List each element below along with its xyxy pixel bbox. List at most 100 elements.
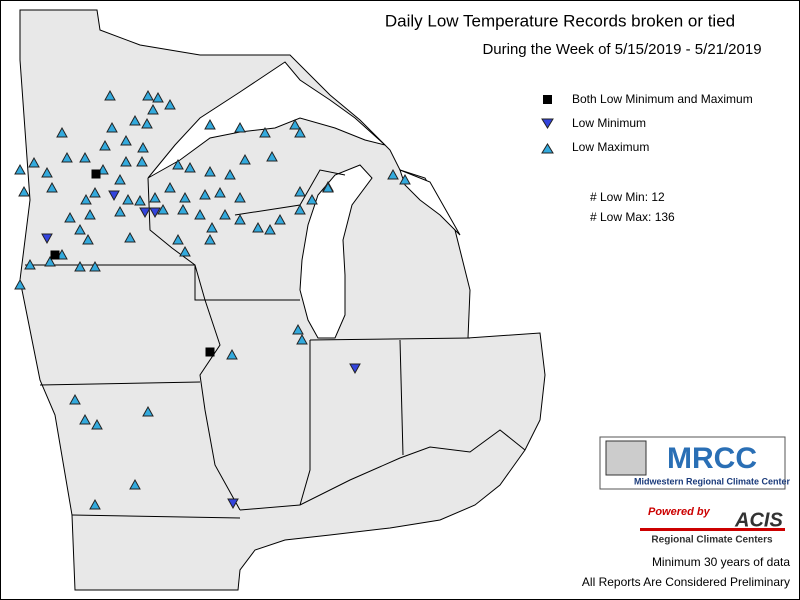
legend-label: Both Low Minimum and Maximum xyxy=(572,92,753,106)
station-marker xyxy=(142,405,154,417)
station-marker xyxy=(114,173,126,185)
station-marker xyxy=(157,203,169,215)
station-marker xyxy=(91,418,103,430)
markers xyxy=(14,89,411,510)
station-marker xyxy=(18,185,30,197)
station-marker xyxy=(292,323,304,335)
station-marker xyxy=(294,126,306,138)
station-marker xyxy=(104,89,116,101)
station-marker xyxy=(164,181,176,193)
station-marker xyxy=(204,233,216,245)
station-marker xyxy=(69,393,81,405)
station-marker xyxy=(399,173,411,185)
station-marker xyxy=(74,260,86,272)
station-marker xyxy=(149,191,161,203)
station-marker xyxy=(199,188,211,200)
station-marker xyxy=(294,185,306,197)
station-marker xyxy=(172,158,184,170)
station-marker xyxy=(64,211,76,223)
station-marker xyxy=(89,186,101,198)
station-marker xyxy=(122,193,134,205)
station-marker xyxy=(227,498,239,510)
legend-label: Low Maximum xyxy=(572,140,649,154)
station-marker xyxy=(152,91,164,103)
station-marker xyxy=(114,205,126,217)
station-marker xyxy=(134,194,146,206)
station-marker xyxy=(296,333,308,345)
station-marker xyxy=(179,245,191,257)
station-marker xyxy=(89,498,101,510)
station-marker xyxy=(139,207,151,219)
station-marker xyxy=(46,181,58,193)
acis-name: Regional Climate Centers xyxy=(651,535,773,546)
station-marker xyxy=(41,166,53,178)
station-marker xyxy=(80,193,92,205)
station-marker xyxy=(274,213,286,225)
station-marker xyxy=(252,221,264,233)
station-marker xyxy=(239,153,251,165)
station-marker xyxy=(129,478,141,490)
mrcc-map-icon xyxy=(605,440,647,476)
legend-label: Low Minimum xyxy=(572,116,646,130)
note: Minimum 30 years of data xyxy=(652,555,790,569)
legend-symbol xyxy=(541,118,554,129)
powered-by: Powered by xyxy=(648,506,711,518)
station-marker xyxy=(226,348,238,360)
mrcc-text: MRCC xyxy=(667,442,757,475)
station-marker xyxy=(172,233,184,245)
station-marker xyxy=(234,213,246,225)
station-marker xyxy=(219,208,231,220)
mrcc-name: Midwestern Regional Climate Center xyxy=(634,476,791,486)
station-marker xyxy=(266,150,278,162)
station-marker xyxy=(79,151,91,163)
station-marker xyxy=(306,193,318,205)
station-marker xyxy=(264,223,276,235)
station-marker xyxy=(41,233,53,245)
station-marker xyxy=(147,103,159,115)
station-marker xyxy=(56,126,68,138)
station-marker xyxy=(120,155,132,167)
station-marker xyxy=(294,203,306,215)
station-marker xyxy=(206,221,218,233)
station-marker xyxy=(136,155,148,167)
station-marker xyxy=(99,139,111,151)
station-marker xyxy=(50,250,60,260)
station-marker xyxy=(28,156,40,168)
station-marker xyxy=(129,114,141,126)
legend-symbol xyxy=(541,143,554,154)
station-marker xyxy=(234,191,246,203)
count-low-max: # Low Max: 136 xyxy=(590,210,675,224)
lake-superior xyxy=(147,61,386,179)
station-marker xyxy=(224,168,236,180)
station-marker xyxy=(79,413,91,425)
station-marker xyxy=(194,208,206,220)
station-marker xyxy=(142,89,154,101)
station-marker xyxy=(120,134,132,146)
station-marker xyxy=(141,117,153,129)
station-marker xyxy=(177,203,189,215)
station-marker xyxy=(164,98,176,110)
acis-text: ACIS xyxy=(734,509,783,531)
station-marker xyxy=(108,190,120,202)
station-marker xyxy=(124,231,136,243)
station-marker xyxy=(89,260,101,272)
acis-bar xyxy=(640,528,785,531)
station-marker xyxy=(259,126,271,138)
note: All Reports Are Considered Preliminary xyxy=(582,575,790,589)
station-marker xyxy=(61,151,73,163)
station-marker xyxy=(349,363,361,375)
station-marker xyxy=(82,233,94,245)
station-marker xyxy=(322,181,334,193)
lake-huron xyxy=(399,169,461,236)
station-marker xyxy=(137,141,149,153)
station-marker xyxy=(74,223,86,235)
subtitle: During the Week of 5/15/2019 - 5/21/2019 xyxy=(482,41,761,58)
station-marker xyxy=(184,161,196,173)
station-marker xyxy=(387,168,399,180)
station-marker xyxy=(289,118,301,130)
lake-michigan xyxy=(299,164,373,339)
station-marker xyxy=(149,207,161,219)
station-marker xyxy=(14,163,26,175)
station-marker xyxy=(24,258,36,270)
